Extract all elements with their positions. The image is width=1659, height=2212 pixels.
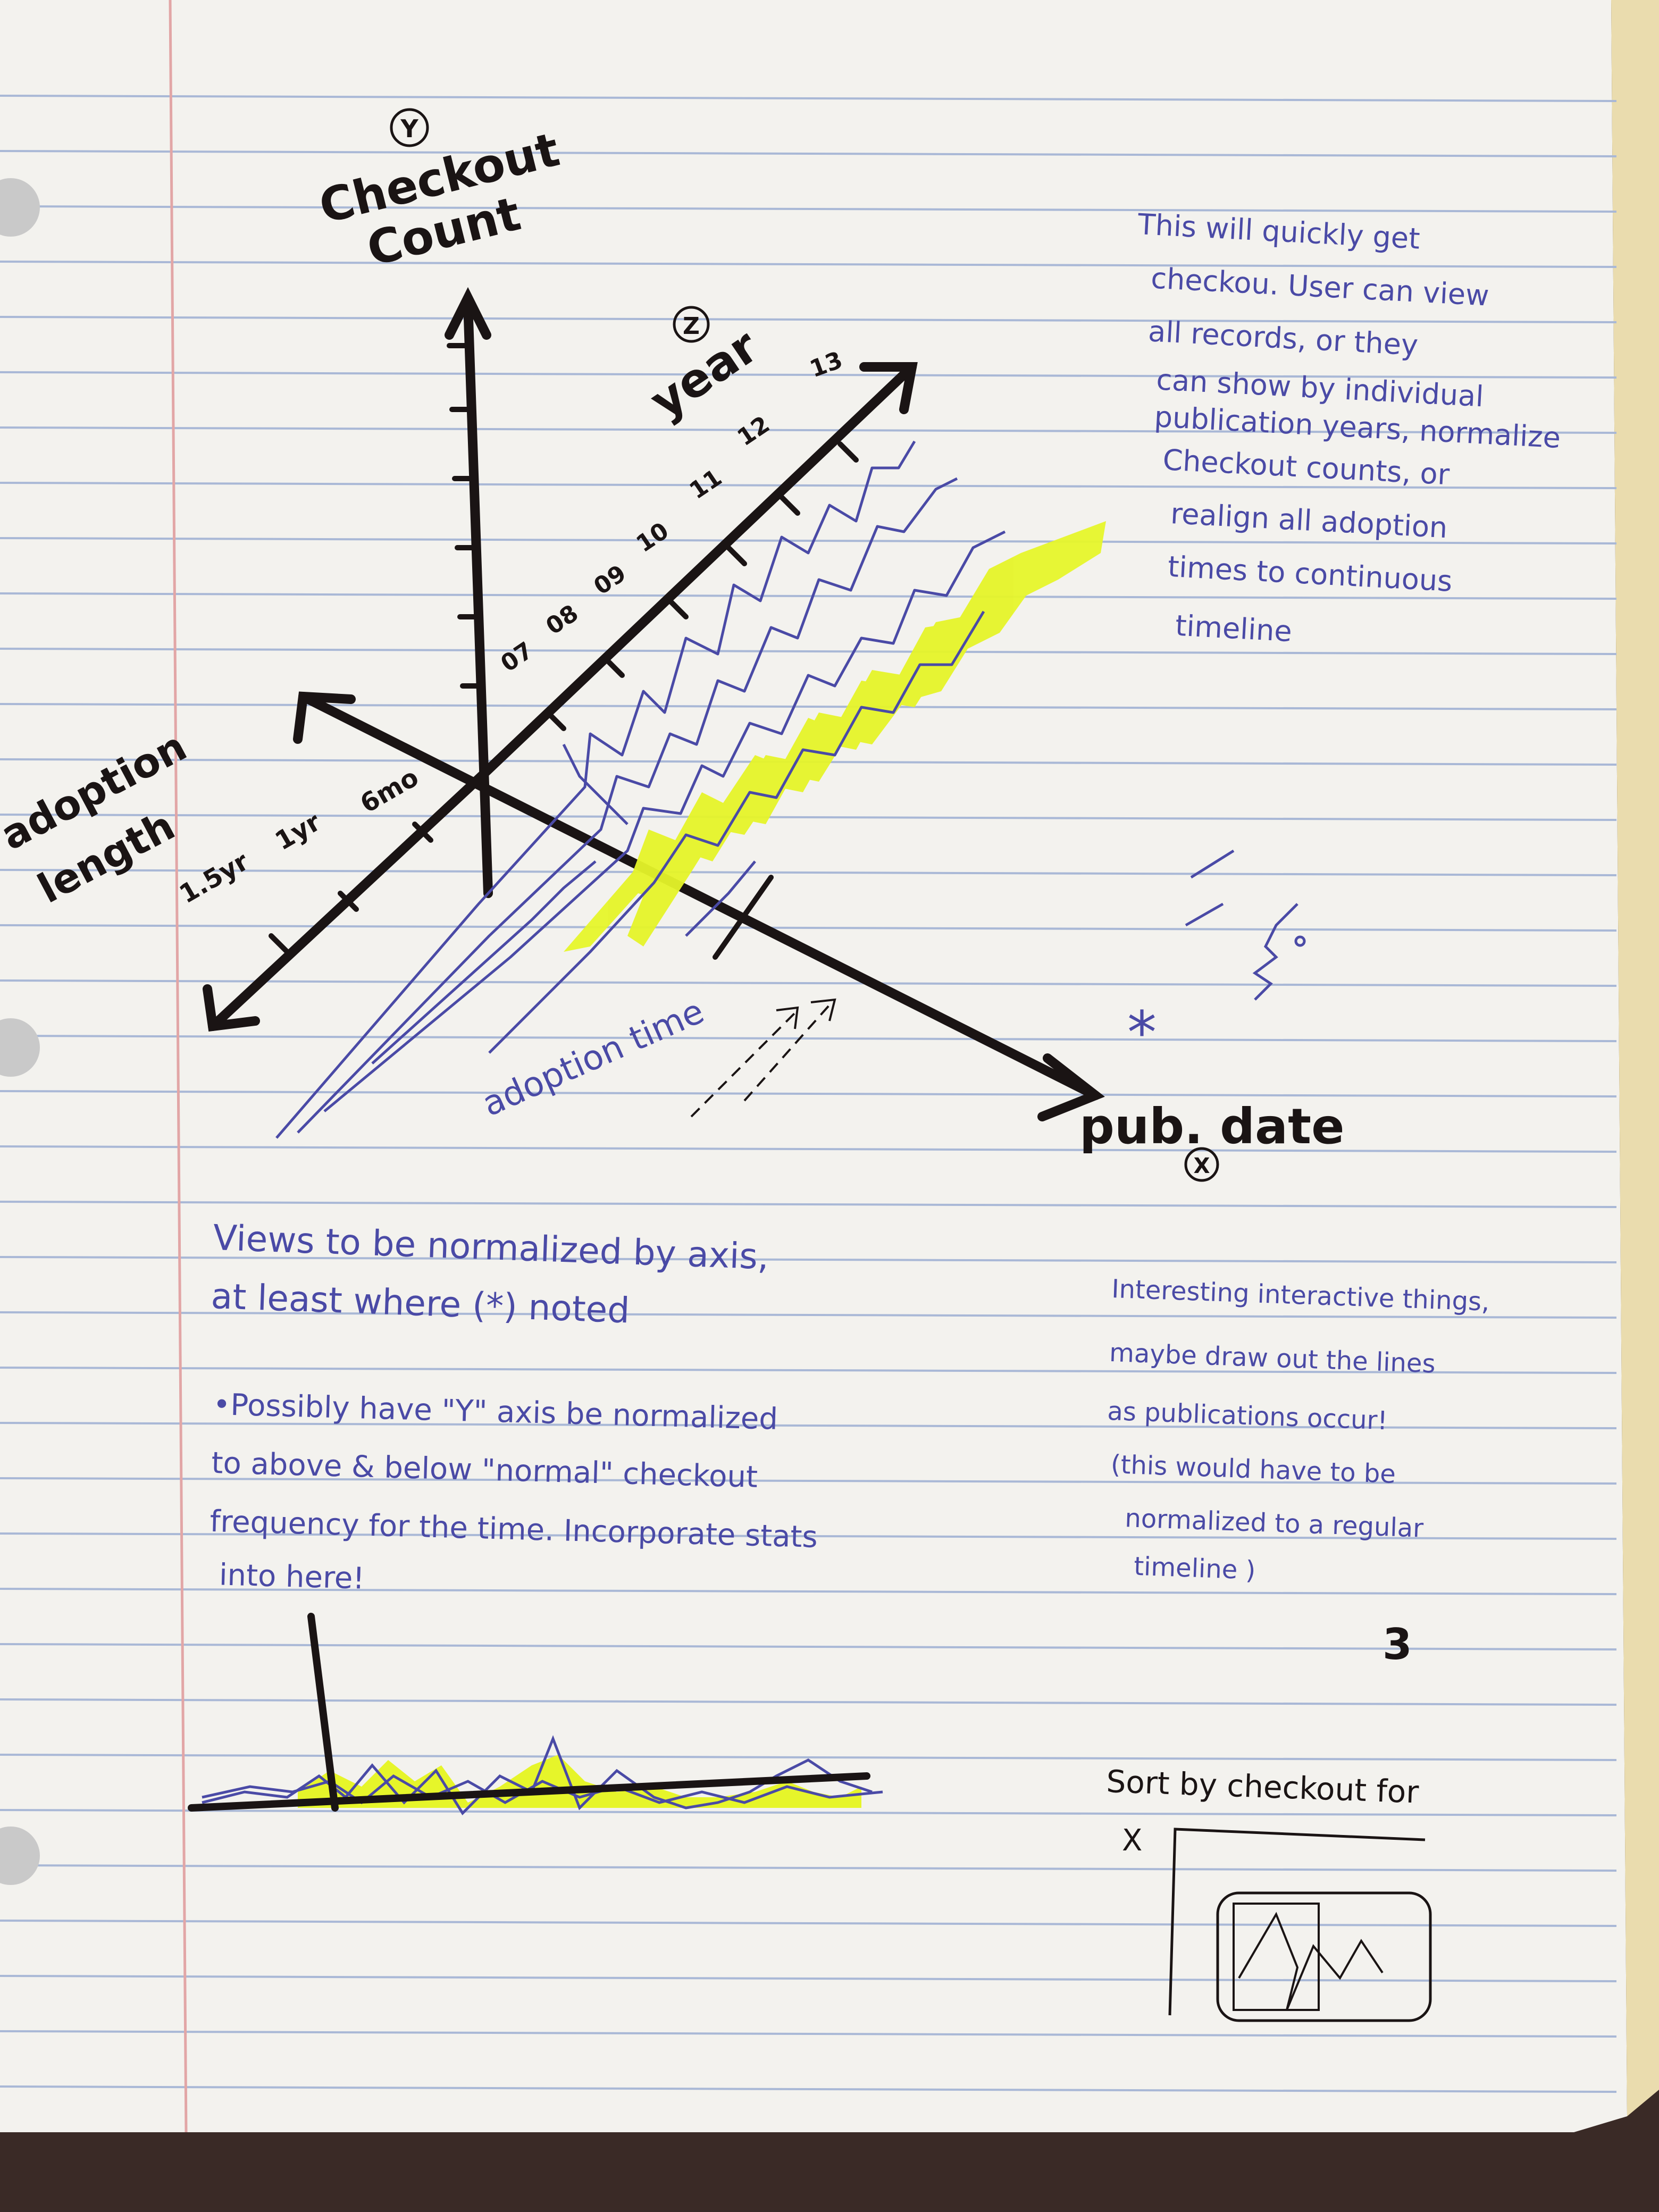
ruled-line (0, 1754, 1617, 1761)
adoption-time-arrowheads (776, 998, 836, 1029)
notebook-paper (0, 0, 1627, 2132)
ruled-line (0, 1920, 1617, 1927)
ruled-line (0, 371, 1617, 379)
ruled-line (0, 1422, 1617, 1429)
ruled-line (0, 1809, 1617, 1816)
binder-hole-middle (0, 1018, 40, 1077)
sort-inner-box (1216, 1891, 1432, 2022)
x-axis (298, 692, 1100, 1100)
z-label-circle-text: Z (683, 313, 700, 340)
sort-frame (1168, 1828, 1426, 2016)
ruled-line (0, 703, 1617, 710)
x-axis-label: pub. date (1079, 1098, 1345, 1155)
yellow-backing-sheet (1611, 0, 1659, 2116)
ruled-line (0, 316, 1617, 323)
sort-sketch: Sort by checkout for X (1106, 1763, 1432, 2022)
ruled-line (0, 1532, 1617, 1540)
asterisk-mark: * (1127, 999, 1157, 1067)
ruled-line (0, 537, 1617, 544)
ruled-line (0, 2085, 1617, 2093)
ruled-line (0, 1477, 1617, 1485)
ruled-line (0, 1698, 1617, 1706)
ruled-line (0, 1256, 1617, 1263)
mini-chart-y-axis (307, 1613, 339, 1812)
ruled-line (0, 426, 1617, 434)
ruled-line (0, 924, 1617, 932)
y-axis-arrowhead (445, 287, 491, 340)
face-doodle (1185, 849, 1306, 1001)
x-axis-arrowhead-back (293, 691, 356, 744)
ruled-line (0, 979, 1617, 987)
ruled-line (0, 814, 1617, 821)
page-number-mark: 3 (1382, 1620, 1412, 1669)
x-label-circle (1184, 1147, 1219, 1182)
x-axis-arrowhead (1037, 1053, 1105, 1121)
ruled-line (0, 592, 1617, 600)
pen-series (275, 440, 1006, 1139)
ruled-line (0, 261, 1617, 268)
y-axis (463, 298, 493, 898)
ruled-line (0, 648, 1617, 655)
axis-ticks (269, 343, 859, 960)
ruled-line (0, 1588, 1617, 1595)
ruled-lines (0, 95, 1617, 2093)
adoption-axis-arrowhead (203, 984, 260, 1032)
ruled-line (0, 1090, 1617, 1097)
ruled-line (0, 1367, 1617, 1374)
ruled-line (0, 205, 1617, 213)
ruled-line (0, 869, 1617, 876)
y-label-circle (390, 108, 429, 147)
ruled-line (0, 1311, 1617, 1319)
mini-chart-x-axis (188, 1772, 870, 1812)
ruled-line (0, 95, 1617, 102)
ruled-line (0, 1035, 1617, 1042)
ruled-line (0, 1975, 1617, 1982)
z-axis-arrowhead (859, 362, 918, 414)
ruled-line (0, 150, 1617, 157)
ruled-line (0, 2030, 1617, 2038)
note-line: into here! (219, 1557, 365, 1596)
z-label-circle (673, 306, 710, 343)
z-axis (476, 362, 917, 781)
highlighter-series (564, 521, 1106, 952)
ruled-line (0, 482, 1617, 489)
note-line: timeline (1175, 609, 1293, 648)
binder-hole-bottom (0, 1826, 40, 1885)
sort-inner-box-2 (1233, 1903, 1320, 2011)
sort-zigzag (1238, 1912, 1384, 2010)
adoption-time-arrows (690, 1004, 831, 1118)
ruled-line (0, 1864, 1617, 1872)
note-line: timeline ) (1133, 1552, 1256, 1586)
ruled-line (0, 1643, 1617, 1650)
binder-hole-top (0, 178, 40, 237)
sort-x-label: X (1122, 1823, 1142, 1858)
y-label-circle-text: Y (400, 114, 418, 143)
mini-chart-sketch (188, 1613, 883, 1815)
x-label-circle-text: X (1194, 1154, 1210, 1178)
margin-line (169, 0, 188, 2133)
ruled-line (0, 1201, 1617, 1208)
ruled-line (0, 1145, 1617, 1153)
